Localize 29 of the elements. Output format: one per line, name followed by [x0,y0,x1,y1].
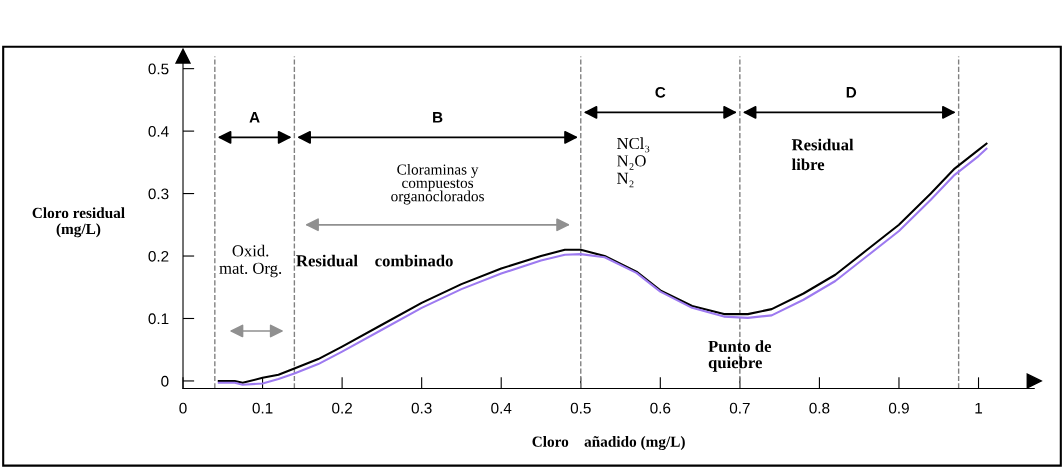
y-tick-label: 0.3 [148,188,169,200]
x-tick-label: 0.3 [411,402,432,414]
y-tick-label: 0 [161,375,169,387]
y-tick-label: 0.2 [148,250,169,262]
x-tick-label: 0.8 [809,402,830,414]
x-tick-label: 0.7 [729,402,750,414]
annotation: D [846,87,857,98]
annotation: Oxid. mat. Org. [219,244,282,278]
x-axis-title: Cloro añadido (mg/L) [532,436,685,451]
y-tick-label: 0.5 [148,63,169,75]
annotation: Cloraminas y compuestos organoclorados [391,163,484,205]
annotation: Residual combinado [296,254,453,267]
annotation: C [655,86,666,98]
x-tick-label: 0.2 [332,402,352,414]
x-tick-label: 0.1 [252,402,273,414]
annotation: Residual libre [791,138,854,171]
y-axis-title: Cloro residual (mg/L) [32,207,125,238]
annotation: B [433,112,443,123]
annotation: A [249,112,260,123]
x-tick-label: 0.6 [650,402,671,414]
annotation: NCl₃ N₂O N₂ [617,137,650,188]
annotation: Punto de quiebre [708,340,772,372]
x-tick-label: 0.9 [888,402,909,414]
x-tick-label: 0.5 [570,402,591,414]
y-tick-label: 0.4 [148,125,169,137]
x-tick-label: 0 [179,402,187,414]
y-tick-label: 0.1 [148,313,169,325]
x-tick-label: 0.4 [491,402,512,414]
x-tick-label: 1 [975,402,983,414]
